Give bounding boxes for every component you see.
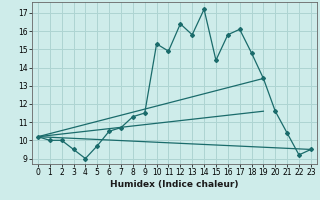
X-axis label: Humidex (Indice chaleur): Humidex (Indice chaleur) [110, 180, 239, 189]
